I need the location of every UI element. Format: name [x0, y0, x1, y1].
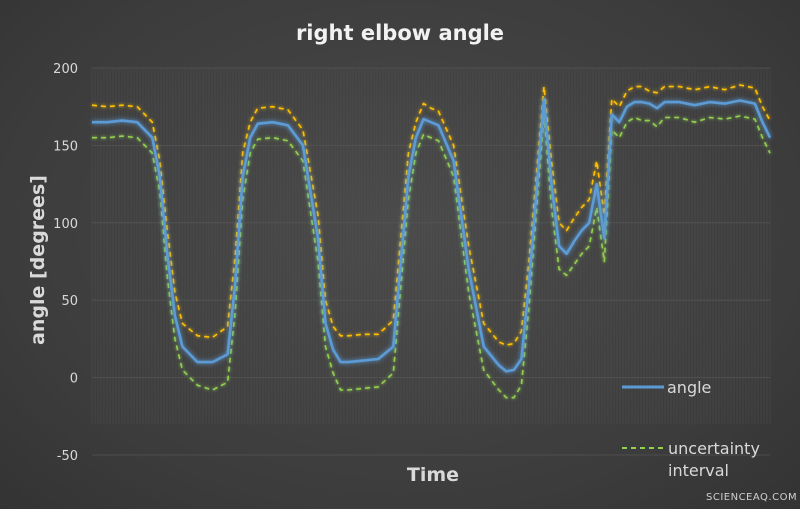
legend-label-uncertainty-line2: interval [668, 461, 729, 480]
legend-label-uncertainty: uncertainty interval [668, 439, 760, 480]
y-tick-label: 100 [53, 217, 78, 232]
grid-lines [91, 67, 771, 456]
series-line-angle [92, 97, 772, 373]
x-axis-label: Time [407, 464, 459, 486]
y-tick-label: -50 [57, 449, 78, 464]
watermark: SCIENCEAQ.COM [706, 492, 797, 503]
legend-label-angle: angle [667, 378, 711, 397]
legend: angle uncertainty interval [622, 378, 760, 480]
y-tick-label: 50 [61, 294, 78, 309]
y-tick-labels: 200 150 100 50 0 -50 [53, 62, 78, 464]
series-line-upper-bound [91, 84, 771, 346]
series-layer [91, 84, 772, 399]
y-axis-label: angle [degrees] [27, 175, 49, 345]
legend-label-uncertainty-line1: uncertainty [668, 439, 760, 458]
chart-title: right elbow angle [296, 21, 504, 45]
y-tick-label: 200 [53, 62, 78, 77]
y-tick-label: 150 [53, 139, 78, 154]
y-tick-label: 0 [70, 372, 78, 387]
series-line-lower-bound [92, 113, 771, 399]
